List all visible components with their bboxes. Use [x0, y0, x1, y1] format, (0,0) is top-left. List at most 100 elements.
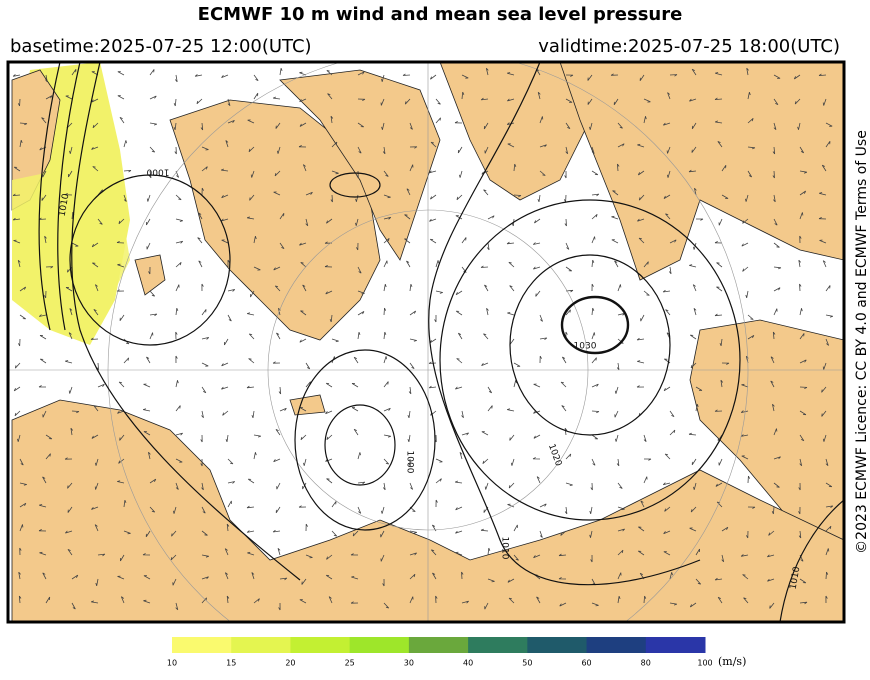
wind-arrow	[636, 337, 645, 341]
wind-arrow	[615, 434, 619, 442]
wind-arrow	[409, 146, 418, 149]
wind-arrow	[721, 164, 727, 172]
colorbar-tick-label: 40	[463, 659, 473, 668]
wind-arrow	[638, 237, 645, 244]
wind-arrow	[91, 434, 99, 439]
wind-arrow	[173, 506, 177, 514]
wind-arrow	[663, 386, 671, 392]
wind-arrow	[45, 596, 51, 604]
wind-arrow	[513, 380, 517, 388]
wind-arrow	[772, 146, 776, 155]
wind-arrow	[799, 235, 802, 244]
wind-arrow	[13, 386, 21, 392]
wind-arrow	[325, 382, 333, 388]
wind-arrow	[409, 122, 413, 130]
wind-arrow	[691, 68, 697, 76]
wind-arrow	[227, 259, 230, 267]
wind-arrow	[67, 266, 73, 273]
wind-arrow	[591, 434, 599, 440]
wind-arrow	[565, 146, 569, 155]
wind-arrow	[747, 170, 753, 178]
wind-arrow	[798, 530, 802, 539]
wind-arrow	[506, 241, 515, 245]
wind-arrow	[772, 403, 775, 412]
wind-arrow	[45, 266, 54, 269]
wind-arrow	[773, 74, 781, 79]
wind-arrow	[691, 458, 697, 466]
wind-arrow	[560, 381, 567, 388]
wind-arrow	[68, 386, 73, 394]
wind-arrow	[719, 338, 723, 347]
wind-arrow	[638, 194, 645, 201]
wind-arrow	[455, 506, 463, 511]
wind-arrow	[825, 122, 833, 127]
wind-arrow	[383, 216, 392, 220]
wind-arrow	[429, 218, 437, 222]
wind-arrow	[357, 452, 361, 460]
wind-arrow	[275, 506, 281, 514]
wind-arrow	[435, 458, 443, 463]
wind-arrow	[173, 122, 177, 131]
wind-arrow	[253, 452, 257, 460]
wind-arrow	[510, 458, 515, 466]
wind-arrow	[305, 362, 311, 370]
wind-arrow	[773, 308, 778, 316]
wind-arrow	[145, 530, 151, 538]
wind-arrow	[825, 482, 833, 488]
wind-arrow	[67, 482, 73, 489]
wind-arrow	[643, 261, 649, 268]
wind-arrow	[455, 290, 463, 296]
wind-arrow	[404, 238, 411, 244]
wind-arrow	[746, 530, 749, 539]
wind-arrow	[118, 381, 125, 388]
wind-arrow	[325, 574, 333, 580]
wind-arrow	[610, 73, 619, 76]
wind-arrow	[819, 239, 827, 244]
wind-arrow	[539, 170, 546, 176]
colorbar-tick-label: 50	[522, 659, 532, 668]
wind-arrow	[383, 381, 389, 388]
wind-arrow	[301, 578, 307, 585]
wind-arrow	[508, 482, 515, 489]
map-frame	[6, 60, 846, 624]
wind-arrow	[714, 577, 723, 581]
wind-arrow	[771, 506, 775, 515]
wind-arrow	[457, 332, 463, 340]
wind-arrow	[227, 98, 231, 106]
wind-arrow	[221, 362, 229, 367]
wind-arrow	[251, 410, 255, 419]
wind-arrow	[117, 95, 125, 100]
wind-arrow	[617, 284, 622, 292]
wind-arrow	[326, 554, 333, 560]
wind-arrow	[539, 337, 548, 341]
wind-arrow	[614, 260, 619, 268]
wind-arrow	[146, 242, 151, 250]
wind-arrow	[507, 98, 515, 102]
wind-arrow	[461, 432, 469, 436]
wind-arrow	[201, 386, 207, 394]
wind-arrow	[380, 98, 385, 106]
wind-arrow	[221, 239, 229, 244]
wind-arrow	[148, 266, 151, 275]
wind-arrow	[589, 122, 593, 130]
wind-arrow	[175, 194, 182, 201]
wind-arrow	[200, 434, 203, 443]
colorbar-tick-label: 20	[285, 659, 295, 668]
wind-arrow	[18, 338, 21, 347]
wind-arrow	[564, 218, 567, 227]
wind-arrow	[591, 214, 598, 220]
wind-arrow	[770, 356, 775, 364]
wind-arrow	[272, 529, 281, 533]
wind-arrow	[142, 408, 151, 412]
wind-arrow	[149, 95, 157, 100]
wind-arrow	[409, 482, 414, 490]
wind-arrow	[435, 478, 442, 484]
wind-arrow	[221, 74, 229, 78]
wind-arrow	[248, 146, 255, 153]
wind-arrow	[224, 338, 229, 346]
wind-arrow	[486, 307, 489, 316]
wind-arrow	[637, 170, 645, 176]
wind-arrow	[351, 383, 359, 388]
wind-arrow	[663, 530, 671, 535]
wind-arrow	[484, 284, 489, 292]
